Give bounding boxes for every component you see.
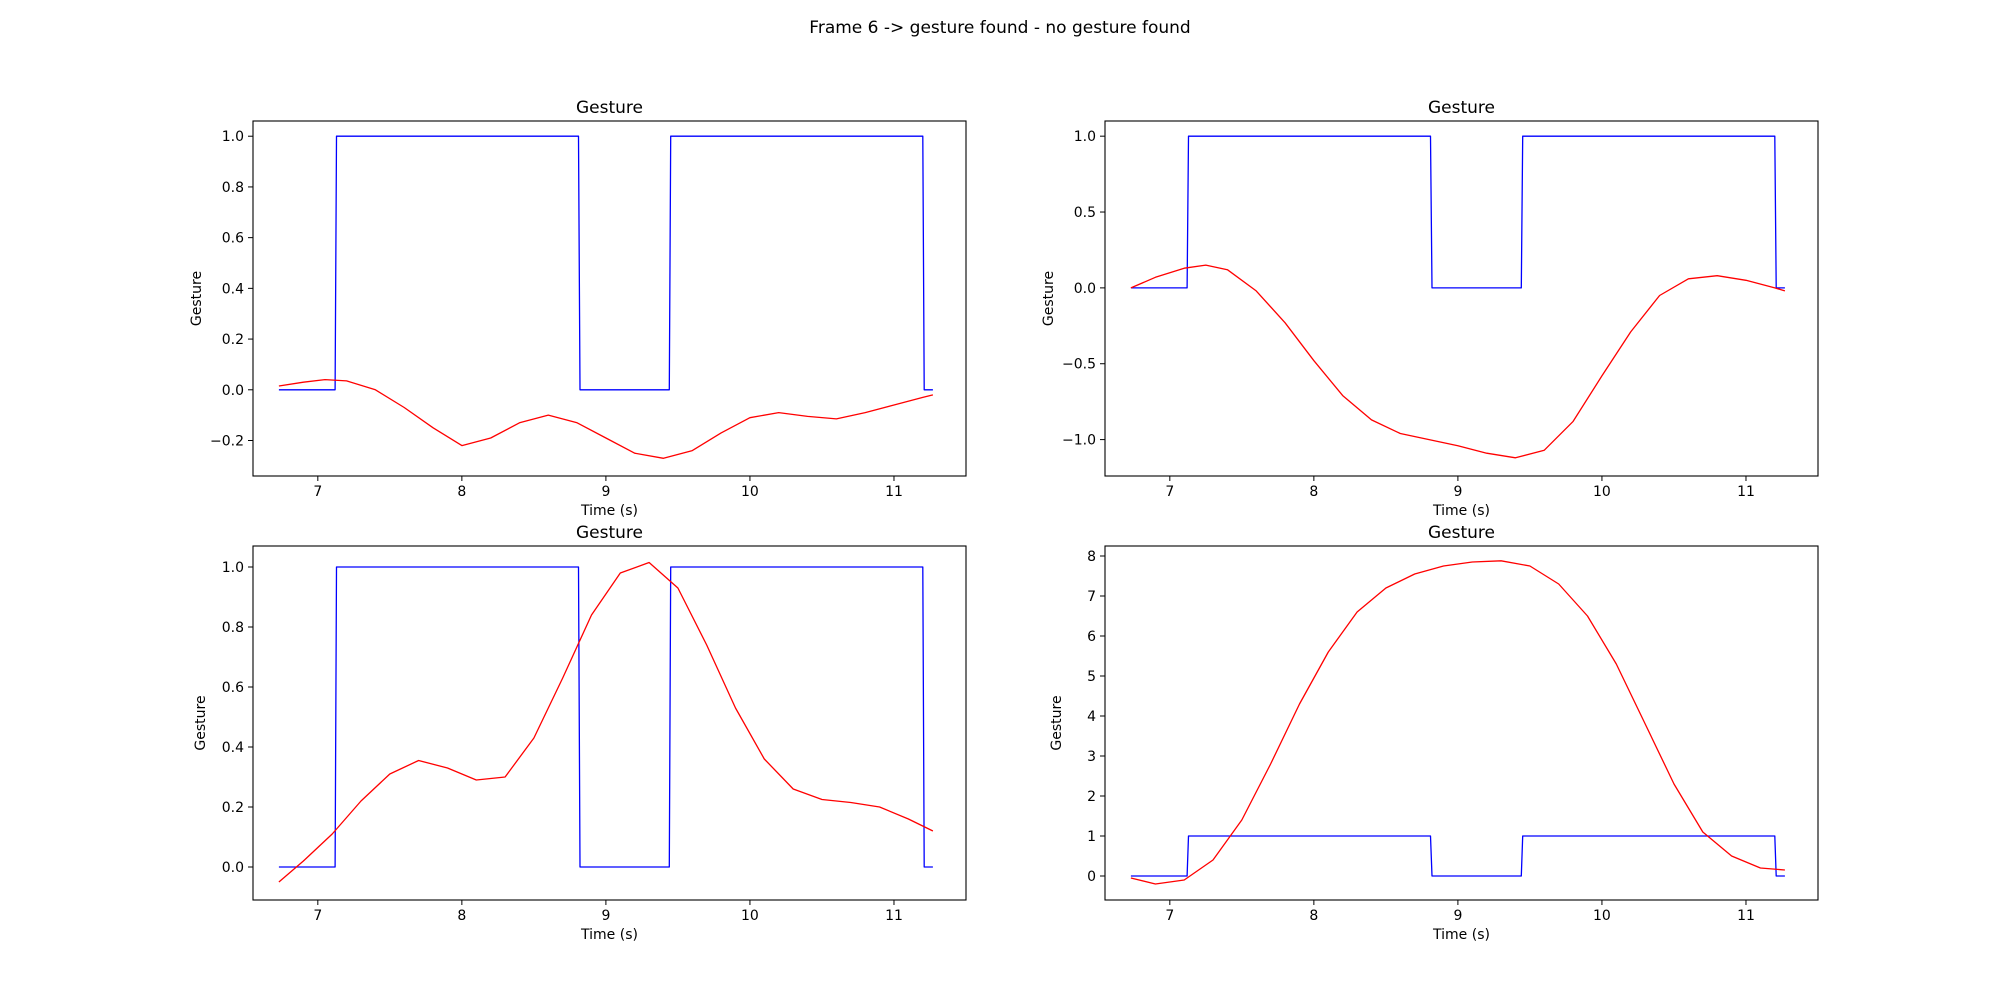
axes-frame [1104,545,1819,901]
x-tick-label: 11 [885,908,903,924]
y-tick-label: 0.6 [222,231,244,247]
y-tick-label: 5 [1087,669,1096,685]
subplot-title: Gesture [1428,523,1495,543]
y-tick-label: 0.4 [222,740,244,756]
y-tick-label: 0 [1087,869,1096,885]
x-tick-label: 7 [1165,484,1174,500]
signal-line [278,378,934,459]
y-axis-label: Gesture [1041,271,1057,326]
y-tick-label: 8 [1087,549,1096,565]
x-tick-label: 7 [313,908,322,924]
y-tick-label: 0.0 [222,383,244,399]
y-tick-label: 4 [1087,709,1096,725]
axes-frame [1104,120,1819,477]
y-axis-label: Gesture [193,695,209,750]
y-tick-label: 0.5 [1074,205,1096,221]
signal-line [1130,264,1786,459]
gesture-line [278,566,933,868]
y-tick-label: 0.0 [1074,281,1096,297]
y-tick-label: 0.6 [222,680,244,696]
signal-line [278,561,934,883]
x-tick-label: 9 [601,908,610,924]
y-tick-label: 6 [1087,629,1096,645]
y-tick-label: 7 [1087,589,1096,605]
y-tick-label: 1.0 [222,560,244,576]
signal-line [1130,560,1785,885]
y-tick-label: 0.4 [222,281,244,297]
x-tick-label: 8 [457,484,466,500]
x-tick-label: 11 [1737,484,1755,500]
x-tick-label: 10 [1593,908,1611,924]
x-tick-label: 11 [885,484,903,500]
x-tick-label: 9 [601,484,610,500]
x-tick-label: 8 [457,908,466,924]
y-tick-label: 1.0 [1074,129,1096,145]
x-axis-label: Time (s) [1432,503,1490,519]
y-tick-label: 0.8 [222,620,244,636]
y-tick-label: 2 [1087,789,1096,805]
subplot-title: Gesture [576,98,643,118]
y-tick-label: 0.8 [222,180,244,196]
x-tick-label: 7 [1165,908,1174,924]
y-tick-label: −1.0 [1062,433,1096,449]
figure-title: Frame 6 -> gesture found - no gesture fo… [809,18,1190,38]
axes-frame [252,545,967,901]
subplot-3: Gesture 7 8 9 10 11 1.0 0.8 0.6 0.4 0.2 0.0 Time (s)… [193,523,967,943]
y-tick-label: 3 [1087,749,1096,765]
x-tick-label: 10 [741,484,759,500]
x-tick-label: 10 [1593,484,1611,500]
x-axis-label: Time (s) [580,503,638,519]
x-tick-label: 8 [1309,484,1318,500]
x-tick-label: 7 [313,484,322,500]
gesture-line [1130,835,1785,877]
x-axis-label: Time (s) [1432,927,1490,943]
x-tick-label: 9 [1453,484,1462,500]
gesture-line [1130,135,1785,289]
x-tick-label: 9 [1453,908,1462,924]
subplot-title: Gesture [1428,98,1495,118]
y-tick-label: 0.2 [222,332,244,348]
x-tick-label: 10 [741,908,759,924]
subplot-1: Gesture 7 8 9 10 11 1.0 0.8 0.6 0.4 0.2 0.0 −0.2 Time… [189,98,967,519]
subplot-title: Gesture [576,523,643,543]
x-axis-label: Time (s) [580,927,638,943]
y-axis-label: Gesture [189,271,205,326]
y-tick-label: −0.2 [210,434,244,450]
gesture-line [278,135,933,391]
y-axis-label: Gesture [1049,695,1065,750]
y-tick-label: 0.0 [222,860,244,876]
y-tick-label: −0.5 [1062,357,1096,373]
x-tick-label: 11 [1737,908,1755,924]
x-tick-label: 8 [1309,908,1318,924]
y-tick-label: 0.2 [222,800,244,816]
y-tick-label: 1 [1087,829,1096,845]
y-tick-label: 1.0 [222,129,244,145]
axes-frame [252,120,967,477]
subplot-2: Gesture 7 8 9 10 11 1.0 0.5 0.0 −0.5 −1.0 Time (s) G… [1041,98,1819,519]
